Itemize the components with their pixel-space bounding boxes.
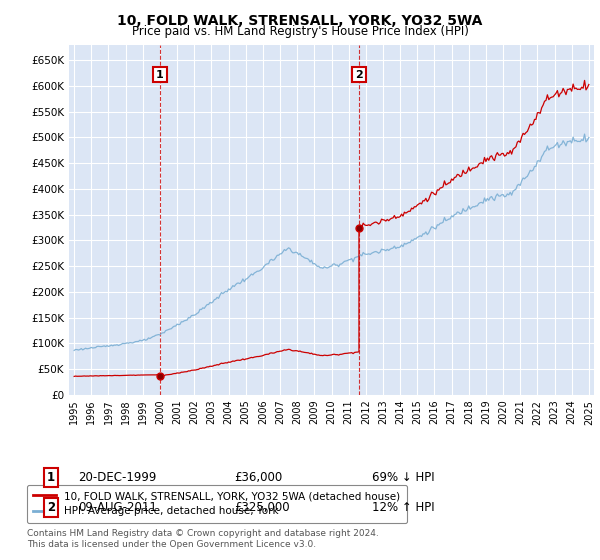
Text: This data is licensed under the Open Government Licence v3.0.: This data is licensed under the Open Gov… [27, 540, 316, 549]
Text: 1: 1 [156, 69, 164, 80]
Text: 1: 1 [47, 470, 55, 484]
Text: Price paid vs. HM Land Registry's House Price Index (HPI): Price paid vs. HM Land Registry's House … [131, 25, 469, 38]
Text: 20-DEC-1999: 20-DEC-1999 [78, 470, 157, 484]
Text: Contains HM Land Registry data © Crown copyright and database right 2024.: Contains HM Land Registry data © Crown c… [27, 529, 379, 538]
Legend: 10, FOLD WALK, STRENSALL, YORK, YO32 5WA (detached house), HPI: Average price, d: 10, FOLD WALK, STRENSALL, YORK, YO32 5WA… [27, 485, 407, 522]
Text: £325,000: £325,000 [234, 501, 290, 515]
Text: £36,000: £36,000 [234, 470, 282, 484]
Text: 09-AUG-2011: 09-AUG-2011 [78, 501, 157, 515]
Text: 12% ↑ HPI: 12% ↑ HPI [372, 501, 434, 515]
Text: 2: 2 [355, 69, 363, 80]
Text: 10, FOLD WALK, STRENSALL, YORK, YO32 5WA: 10, FOLD WALK, STRENSALL, YORK, YO32 5WA [118, 14, 482, 28]
Text: 2: 2 [47, 501, 55, 515]
Text: 69% ↓ HPI: 69% ↓ HPI [372, 470, 434, 484]
